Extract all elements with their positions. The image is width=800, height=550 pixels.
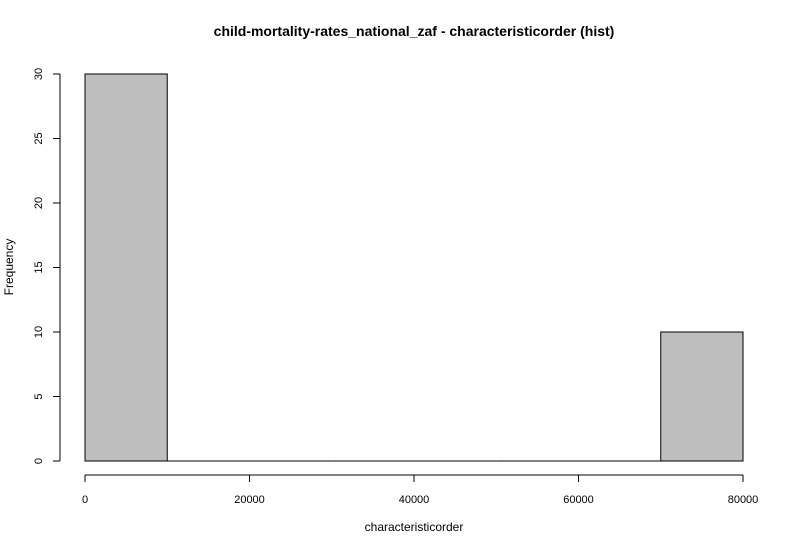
x-tick-label-2: 40000 xyxy=(399,494,430,506)
x-axis-label: characteristicorder xyxy=(365,520,464,534)
y-tick-label-5: 25 xyxy=(33,132,45,144)
x-tick-label-4: 80000 xyxy=(728,494,759,506)
y-axis: 0 5 10 15 20 25 30 xyxy=(33,68,61,464)
y-tick-label-6: 30 xyxy=(33,68,45,80)
histogram-bar-7 xyxy=(660,331,744,462)
y-tick-label-4: 20 xyxy=(33,197,45,209)
y-tick-label-2: 10 xyxy=(33,326,45,338)
y-axis-label: Frequency xyxy=(2,239,16,296)
y-tick-label-1: 5 xyxy=(33,393,45,399)
x-tick-label-3: 60000 xyxy=(563,494,594,506)
bars-group xyxy=(84,73,744,462)
chart-title: child-mortality-rates_national_zaf - cha… xyxy=(214,23,615,39)
y-tick-label-0: 0 xyxy=(33,458,45,464)
histogram-bar-0 xyxy=(84,73,168,462)
x-tick-label-0: 0 xyxy=(82,494,88,506)
y-tick-label-3: 15 xyxy=(33,261,45,273)
x-tick-label-1: 20000 xyxy=(234,494,265,506)
x-axis: 0 20000 40000 60000 80000 xyxy=(82,474,759,506)
